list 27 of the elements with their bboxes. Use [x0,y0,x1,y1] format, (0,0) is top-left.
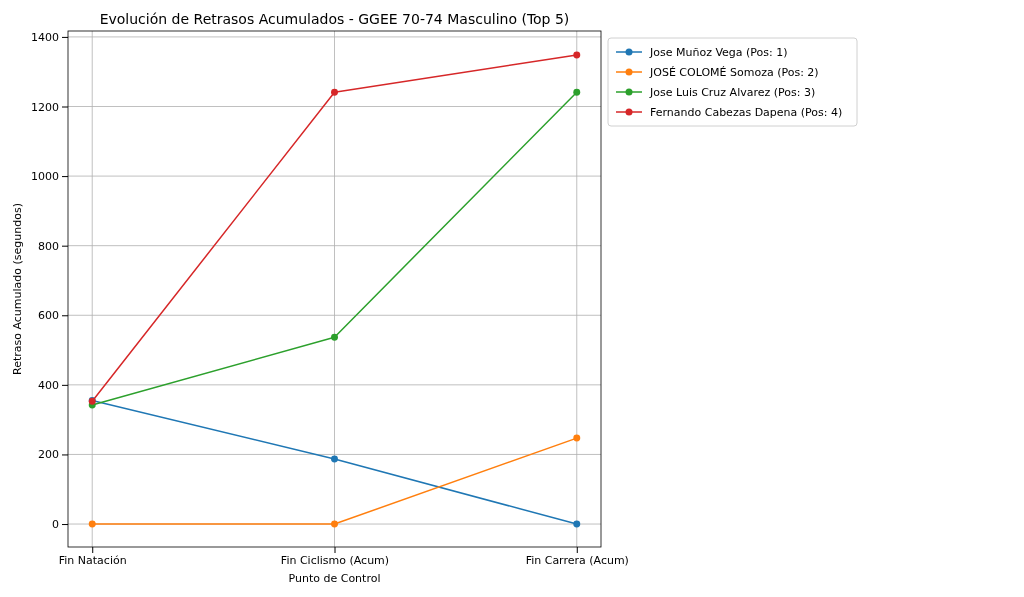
y-tick-label: 1400 [31,30,59,44]
y-tick-label: 0 [52,518,59,532]
y-tick-label: 800 [38,239,59,253]
point [331,455,338,463]
y-tick-label: 600 [38,309,59,323]
legend-label: Jose Luis Cruz Alvarez (Pos: 3) [649,86,816,99]
chart-title: Evolución de Retrasos Acumulados - GGEE 70-74 Masculino (Top 5) [99,11,570,27]
y-tick-label: 1000 [31,170,59,184]
point [331,333,338,341]
legend-label: Fernando Cabezas Dapena (Pos: 4) [650,106,843,119]
legend-label: JOSÉ COLOMÉ Somoza (Pos: 2) [649,66,819,79]
y-axis-title: Retraso Acumulado (segundos) [11,203,24,375]
point [573,434,581,442]
x-tick-label: Fin Carrera (Acum) [525,553,629,567]
point [573,520,581,528]
x-axis-title: Punto de Control [288,572,381,585]
y-tick-label: 200 [38,448,59,462]
point [573,51,581,59]
y-tick-label: 1200 [31,100,59,114]
legend-label: Jose Muñoz Vega (Pos: 1) [649,46,788,59]
y-tick-label: 400 [38,378,59,392]
point [88,520,96,528]
point [573,88,581,96]
x-tick-label: Fin Ciclismo (Acum) [280,553,390,567]
point [331,520,338,528]
x-tick-label: Fin Natación [58,553,127,567]
point [331,88,338,96]
